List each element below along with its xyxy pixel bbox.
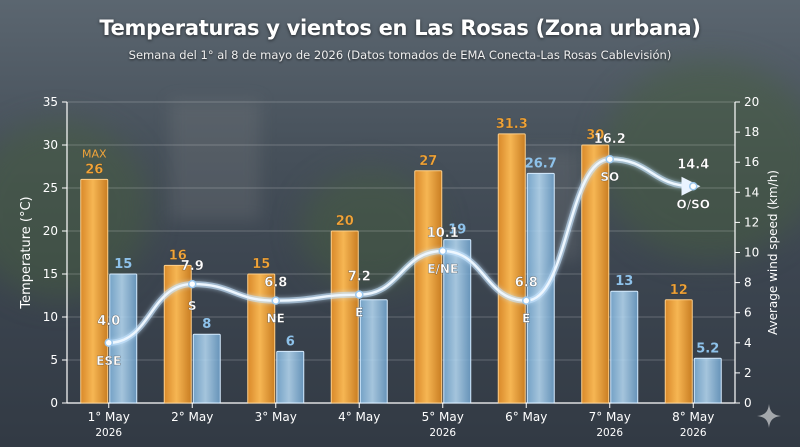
wind-value-label: 6.8 — [264, 276, 287, 291]
y2-axis-label: Average wind speed (km/h) — [766, 170, 780, 335]
y-tick-label: 30 — [43, 138, 58, 152]
y2-tick-label: 14 — [744, 185, 759, 199]
y2-tick-label: 16 — [744, 155, 759, 169]
wind-direction-label: ESE — [96, 354, 121, 368]
x-tick-label: 7° May — [589, 410, 631, 424]
bar-max-label: 27 — [419, 154, 437, 169]
x-tick-label: 6° May — [505, 410, 547, 424]
y-tick-label: 5 — [50, 353, 58, 367]
chart-subtitle: Semana del 1° al 8 de mayo de 2026 (Dato… — [128, 48, 672, 62]
y2-tick-label: 4 — [744, 336, 752, 350]
x-tick-label: 4° May — [338, 410, 380, 424]
wind-point — [689, 182, 698, 191]
y-tick-label: 15 — [43, 267, 58, 281]
bar-max-label: 12 — [670, 283, 688, 298]
wind-point — [104, 338, 113, 348]
y-tick-label: 0 — [50, 396, 58, 410]
wind-point — [605, 154, 614, 164]
axes: 0 5 10 15 20 25 30 35 0 2 4 6 8 10 12 14 16 18 20 Temperatu… — [19, 95, 780, 439]
wind-point — [188, 279, 197, 289]
bar-min-label: 6 — [286, 334, 295, 349]
data-labels: 26 MAX 16 15 20 27 31.3 30 12 15 8 6 19 26.7 13 5.2 4.0 E… — [82, 117, 719, 368]
bar-max — [414, 170, 443, 404]
bar-min — [443, 239, 472, 404]
y2-tick-label: 20 — [744, 95, 759, 109]
bar-min — [192, 333, 221, 404]
wind-value-label: 7.9 — [181, 259, 204, 274]
y-tick-label: 25 — [43, 181, 58, 195]
bar-min — [610, 290, 639, 404]
wind-value-label: 4.0 — [97, 314, 120, 329]
bar-max — [80, 178, 109, 404]
bar-min-label: 5.2 — [696, 341, 719, 356]
bar-max-label: 20 — [336, 214, 354, 229]
wind-direction-label: S — [188, 299, 197, 313]
wind-direction-label: SO — [600, 170, 619, 184]
bar-max — [163, 264, 192, 404]
wind-direction-label: NE — [267, 312, 285, 326]
wind-direction-label: E — [355, 306, 363, 320]
bar-max — [247, 273, 276, 404]
bar-max-label: 16 — [169, 248, 187, 263]
bar-min-label: 15 — [114, 257, 132, 272]
bars — [80, 133, 722, 404]
wind-point — [271, 296, 280, 305]
wind-line-path — [108, 157, 701, 344]
y-tick-label: 20 — [43, 224, 58, 238]
bar-min-label: 26.7 — [525, 156, 557, 171]
bar-min-label: 8 — [202, 317, 211, 332]
x-tick-label: 1° May — [88, 410, 130, 424]
y2-tick-label: 18 — [744, 125, 759, 139]
y2-tick-label: 2 — [744, 366, 752, 380]
wind-direction-label: O/SO — [677, 197, 710, 211]
bar-max-label: 15 — [252, 257, 270, 272]
wind-point — [438, 246, 447, 256]
chart-title: Temperaturas y vientos en Las Rosas (Zon… — [99, 16, 701, 40]
y-tick-label: 10 — [43, 310, 58, 324]
x-tick-year: 2026 — [95, 427, 122, 439]
x-tick-year: 2026 — [680, 427, 707, 439]
y-tick-label: 35 — [43, 95, 58, 109]
bar-max — [330, 230, 359, 404]
bar-min-label: 19 — [448, 223, 466, 238]
wind-direction-label: E/NE — [427, 262, 458, 276]
wind-value-label: 14.4 — [677, 157, 709, 172]
bar-min — [526, 172, 555, 404]
wind-line — [104, 154, 701, 348]
wind-point — [355, 290, 364, 299]
bar-min — [359, 299, 388, 404]
bar-max — [664, 299, 693, 404]
wind-value-label: 10.1 — [427, 226, 459, 241]
y-axis-label: Temperature (°C) — [19, 196, 34, 309]
x-tick-label: 3° May — [255, 410, 297, 424]
bar-max-label: 30 — [586, 128, 604, 143]
y2-tick-label: 0 — [744, 396, 752, 410]
y2-tick-label: 10 — [744, 246, 759, 260]
sparkle-icon — [757, 404, 781, 428]
y2-tick-label: 6 — [744, 306, 752, 320]
wind-point — [522, 296, 531, 305]
y2-tick-label: 12 — [744, 215, 759, 229]
bar-max-label: 31.3 — [496, 117, 528, 132]
x-tick-label: 2° May — [171, 410, 213, 424]
x-tick-year: 2026 — [596, 427, 623, 439]
x-tick-label: 8° May — [672, 410, 714, 424]
bar-min — [276, 350, 305, 404]
max-marker: MAX — [82, 147, 107, 160]
bar-max — [581, 144, 610, 404]
x-tick-year: 2026 — [429, 427, 456, 439]
bar-min-label: 13 — [615, 274, 633, 289]
bar-min — [693, 357, 722, 404]
y2-tick-label: 8 — [744, 276, 752, 290]
wind-value-label: 16.2 — [594, 132, 626, 147]
wind-value-label: 6.8 — [515, 276, 538, 291]
x-tick-label: 5° May — [422, 410, 464, 424]
wind-value-label: 7.2 — [348, 270, 371, 285]
wind-direction-label: E — [522, 312, 530, 326]
bar-max — [497, 133, 526, 404]
bar-max-label: 26 — [85, 162, 103, 177]
